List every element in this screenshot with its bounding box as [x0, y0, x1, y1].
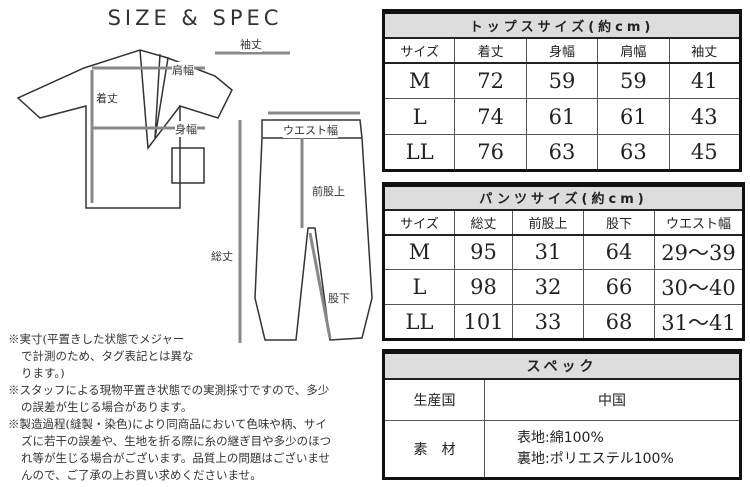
tops-size-table: トップスサイズ(約cm) サイズ 着丈 身幅 肩幅 袖丈 M 72 59 59 41 L 74 61… — [382, 9, 742, 172]
note-line: ※製造過程(縫製・染色)により同商品において色味や柄、サイ — [8, 417, 327, 431]
pants-size-table: パンツサイズ(約cm) サイズ 総丈 前股上 股下 ウエスト幅 M 95 31 64 29〜39… — [382, 182, 745, 341]
note-line: ※実寸(平置きした状態でメジャー — [8, 332, 185, 346]
cell: 29〜39 — [654, 234, 744, 270]
cell: 59 — [525, 62, 599, 99]
spec-table: スペック 生産国 中国 素 材 表地:綿100% 裏地:ポリエステル100% — [382, 349, 742, 480]
label-body: 身幅 — [175, 121, 197, 137]
material-lining: 裏地:ポリエステル100% — [517, 451, 674, 467]
note-line: ります。) — [21, 366, 65, 380]
cell: 31 — [512, 234, 584, 270]
notes: ※実寸(平置きした状態でメジャー で計測のため、タグ表記とは異な ります。) ※… — [8, 331, 331, 484]
cell: 98 — [454, 269, 513, 305]
cell: LL — [383, 304, 455, 340]
table-row: L 74 61 61 43 — [382, 98, 742, 135]
label-total: 総丈 — [211, 248, 233, 264]
col-header: 肩幅 — [597, 37, 670, 64]
cell: M — [382, 62, 456, 99]
garment-diagram — [16, 49, 373, 343]
cell: 31〜41 — [654, 304, 744, 340]
cell: 101 — [454, 304, 513, 340]
page-title: SIZE & SPEC — [107, 6, 283, 30]
pants-outline — [254, 119, 373, 341]
col-header: 前股上 — [512, 209, 584, 236]
note-line: で計測のため、タグ表記とは異な — [21, 349, 194, 363]
cell: 45 — [668, 134, 742, 171]
cell: 61 — [525, 98, 599, 135]
origin-value: 中国 — [484, 378, 741, 421]
label-shoulder: 肩幅 — [172, 62, 194, 78]
col-header: サイズ — [382, 37, 456, 64]
spec-title: スペック — [383, 351, 741, 380]
label-inseam: 股下 — [328, 290, 350, 306]
cell: 41 — [668, 62, 742, 99]
cell: 30〜40 — [654, 269, 744, 305]
cell: L — [383, 269, 455, 305]
material-outer: 表地:綿100% — [517, 430, 604, 446]
material-label: 素 材 — [383, 420, 485, 479]
col-header: サイズ — [383, 209, 455, 236]
cell: 33 — [512, 304, 584, 340]
label-sleeve: 袖丈 — [240, 36, 262, 52]
tops-table-title: トップスサイズ(約cm) — [383, 11, 741, 39]
note-line: の誤差が生じる場合があります。 — [21, 400, 193, 414]
cell: 95 — [454, 234, 513, 270]
label-waist: ウエスト幅 — [283, 122, 338, 138]
cell: 72 — [454, 62, 527, 99]
cell: 63 — [597, 134, 670, 171]
col-header: 着丈 — [454, 37, 527, 64]
col-header: ウエスト幅 — [654, 209, 744, 236]
pants-table-title: パンツサイズ(約cm) — [383, 184, 744, 211]
table-row: M 95 31 64 29〜39 — [383, 234, 744, 270]
note-line: ズに若干の誤差や、生地を折る際に糸の継ぎ目や多少のほつ — [21, 434, 332, 448]
cell: 74 — [454, 98, 527, 135]
col-header: 股下 — [583, 209, 655, 236]
cell: L — [382, 98, 456, 135]
col-header: 袖丈 — [668, 37, 742, 64]
cell: LL — [382, 134, 456, 171]
label-rise: 前股上 — [312, 183, 345, 199]
origin-label: 生産国 — [383, 378, 485, 421]
table-row: LL 76 63 63 45 — [382, 134, 742, 171]
note-line: ※スタッフによる現物平置き状態での実測採寸ですので、多少 — [8, 383, 330, 397]
cell: M — [383, 234, 455, 270]
cell: 64 — [583, 234, 655, 270]
cell: 76 — [454, 134, 527, 171]
cell: 59 — [597, 62, 670, 99]
col-header: 総丈 — [454, 209, 513, 236]
label-length: 着丈 — [96, 90, 118, 106]
table-row: LL 101 33 68 31〜41 — [383, 304, 744, 340]
cell: 43 — [668, 98, 742, 135]
cell: 61 — [597, 98, 670, 135]
cell: 66 — [583, 269, 655, 305]
note-line: んので、ご了承の上お買い求めくださいませ。 — [21, 468, 262, 482]
note-line: れ等が生じる場合がございます。品質上の問題はございませ — [21, 451, 331, 465]
col-header: 身幅 — [525, 37, 599, 64]
table-row: M 72 59 59 41 — [382, 62, 742, 99]
table-row: L 98 32 66 30〜40 — [383, 269, 744, 305]
cell: 68 — [583, 304, 655, 340]
cell: 63 — [525, 134, 599, 171]
cell: 32 — [512, 269, 584, 305]
